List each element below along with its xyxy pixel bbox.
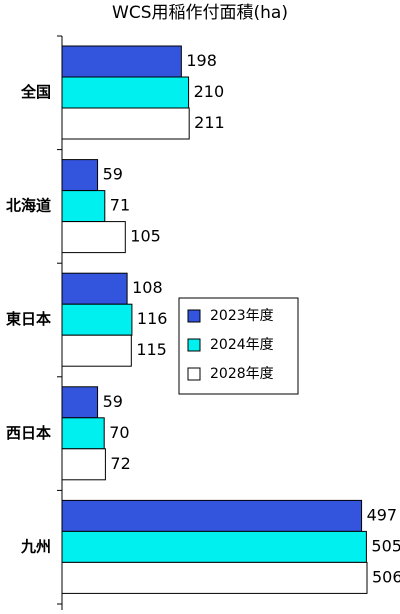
bar xyxy=(61,417,105,450)
category-label: 九州 xyxy=(20,537,51,555)
data-label: 115 xyxy=(136,340,167,359)
bar xyxy=(61,530,367,563)
legend-label: 2024年度 xyxy=(210,337,274,353)
bar xyxy=(61,45,182,78)
data-label: 105 xyxy=(130,227,161,246)
legend-swatch xyxy=(187,367,201,381)
data-label: 210 xyxy=(194,82,225,101)
data-label: 70 xyxy=(109,423,129,442)
data-label: 59 xyxy=(103,392,123,411)
bar xyxy=(61,334,132,367)
legend-swatch xyxy=(187,338,201,352)
data-label: 71 xyxy=(110,196,130,215)
data-label: 59 xyxy=(103,165,123,184)
category-label: 西日本 xyxy=(6,424,51,442)
bar xyxy=(61,159,99,192)
bar xyxy=(61,190,106,223)
data-label: 116 xyxy=(137,309,168,328)
bar xyxy=(61,272,128,305)
category-label: 東日本 xyxy=(6,310,51,328)
bar xyxy=(61,561,368,594)
bar xyxy=(61,107,190,140)
chart-title: WCS用稲作付面積(ha) xyxy=(112,3,288,23)
data-label: 198 xyxy=(186,51,217,70)
bar xyxy=(61,303,133,336)
category-label: 全国 xyxy=(20,83,51,101)
data-label: 497 xyxy=(367,505,398,524)
data-label: 505 xyxy=(371,536,400,555)
data-label: 72 xyxy=(110,454,130,473)
data-label: 506 xyxy=(372,567,400,586)
bar xyxy=(61,448,106,481)
bar xyxy=(61,221,126,254)
category-label: 北海道 xyxy=(6,197,51,215)
legend-swatch xyxy=(187,309,201,323)
legend: 2023年度 2024年度 2028年度 xyxy=(178,297,299,395)
bar xyxy=(61,386,99,419)
bar xyxy=(61,499,363,532)
legend-label: 2028年度 xyxy=(210,366,274,382)
data-label: 211 xyxy=(194,113,225,132)
bar xyxy=(61,76,190,109)
legend-label: 2023年度 xyxy=(210,308,274,324)
data-label: 108 xyxy=(132,278,163,297)
